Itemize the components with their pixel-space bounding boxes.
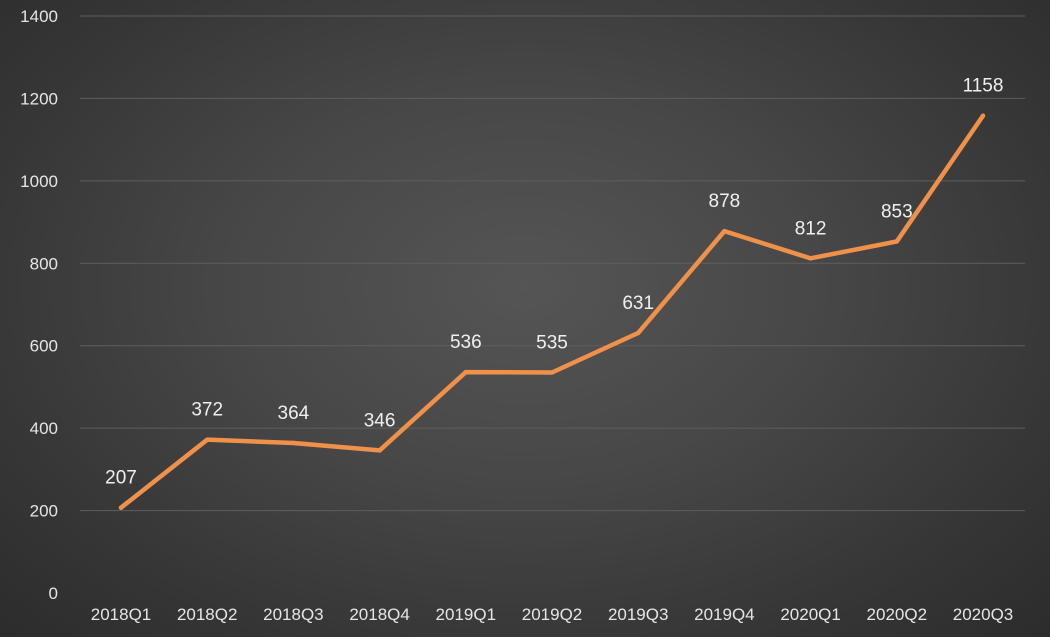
- data-label: 878: [709, 191, 741, 212]
- x-tick-label: 2019Q3: [608, 605, 669, 624]
- y-tick-label: 800: [30, 254, 58, 273]
- y-tick-label: 400: [30, 419, 58, 438]
- x-tick-label: 2018Q1: [91, 605, 152, 624]
- data-point: [205, 437, 210, 442]
- data-point: [291, 440, 296, 446]
- x-tick-label: 2018Q3: [263, 605, 324, 624]
- x-tick-label: 2018Q4: [349, 605, 410, 624]
- data-label: 536: [450, 332, 482, 353]
- data-label: 364: [278, 403, 310, 424]
- data-label: 853: [881, 201, 913, 222]
- series-line: [118, 113, 986, 510]
- data-point: [377, 448, 382, 453]
- x-tick-label: 2019Q4: [694, 605, 755, 624]
- gridlines: [80, 15, 1025, 512]
- y-tick-label: 200: [30, 502, 58, 521]
- x-tick-label: 2019Q2: [522, 605, 583, 624]
- data-point: [549, 370, 555, 375]
- data-point: [118, 505, 124, 510]
- data-point: [722, 228, 727, 234]
- x-tick-label: 2020Q1: [780, 605, 841, 624]
- data-point: [463, 369, 468, 375]
- y-tick-label: 600: [30, 337, 58, 356]
- x-tick-label: 2020Q3: [953, 605, 1014, 624]
- x-axis-ticks: 2018Q1 2018Q2 2018Q3 2018Q4 2019Q1 2019Q2 2019…: [91, 605, 1014, 624]
- data-label: 207: [105, 468, 137, 489]
- y-axis-ticks: 0 200 400 600 800 1000 1200 1400: [20, 7, 58, 603]
- data-point: [894, 239, 899, 244]
- data-point: [980, 113, 986, 118]
- data-label: 535: [536, 333, 568, 354]
- x-tick-label: 2020Q2: [867, 605, 928, 624]
- data-point: [808, 256, 813, 261]
- y-tick-label: 1400: [20, 7, 58, 26]
- data-label: 631: [622, 293, 654, 314]
- data-label: 1158: [963, 76, 1004, 97]
- series-layer: [118, 113, 986, 510]
- data-labels: 207 372 364 346 536 535 631 878 812 853 1158: [105, 76, 1003, 489]
- x-tick-label: 2018Q2: [177, 605, 238, 624]
- data-label: 372: [191, 400, 223, 421]
- x-tick-label: 2019Q1: [436, 605, 497, 624]
- y-tick-label: 1200: [20, 89, 58, 108]
- y-tick-label: 1000: [20, 172, 58, 191]
- data-label: 346: [364, 410, 396, 431]
- data-point: [636, 330, 641, 336]
- y-tick-label: 0: [49, 584, 58, 603]
- data-label: 812: [795, 218, 827, 239]
